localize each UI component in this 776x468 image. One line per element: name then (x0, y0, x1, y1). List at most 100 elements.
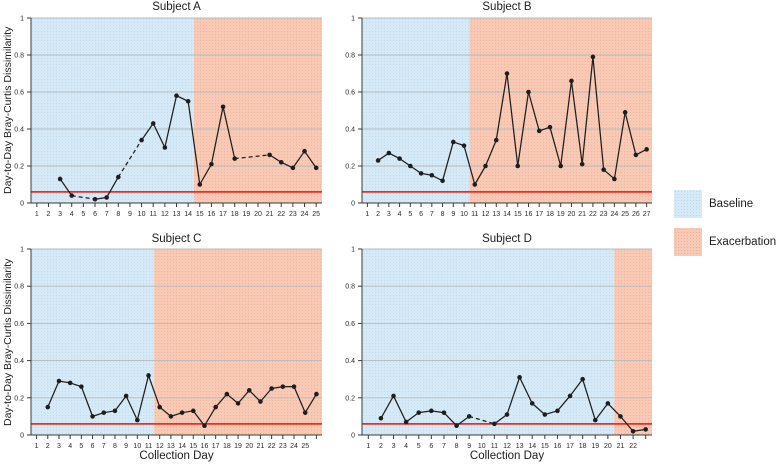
svg-text:9: 9 (128, 211, 132, 218)
svg-text:5: 5 (408, 211, 412, 218)
svg-text:2: 2 (46, 443, 50, 450)
svg-text:25: 25 (301, 443, 309, 450)
svg-text:14: 14 (503, 211, 511, 218)
svg-text:7: 7 (430, 211, 434, 218)
svg-text:1: 1 (351, 247, 355, 254)
svg-text:1: 1 (351, 16, 355, 23)
x-axis-title-left: Collection Day (139, 450, 214, 462)
svg-text:23: 23 (600, 211, 608, 218)
svg-text:14: 14 (178, 443, 186, 450)
svg-text:0: 0 (351, 433, 355, 440)
svg-text:18: 18 (546, 211, 554, 218)
baseline-swatch (674, 190, 702, 218)
svg-text:7: 7 (442, 443, 446, 450)
svg-text:15: 15 (189, 443, 197, 450)
plot-subject-a: 00.20.40.60.811 2 3 4 5 6 7 8 9 10 11 12 13 14 15 16 17 1… (14, 16, 322, 218)
svg-text:1: 1 (20, 247, 24, 254)
svg-text:9: 9 (124, 443, 128, 450)
svg-text:1: 1 (366, 443, 370, 450)
svg-text:10: 10 (138, 211, 146, 218)
svg-text:0: 0 (20, 201, 24, 208)
svg-text:12: 12 (156, 443, 164, 450)
svg-text:10: 10 (460, 211, 468, 218)
x-axis-title-right: Collection Day (469, 450, 545, 462)
svg-text:12: 12 (161, 211, 169, 218)
svg-text:10: 10 (478, 443, 486, 450)
panel-title-subject-c: Subject C (151, 233, 202, 245)
svg-text:25: 25 (621, 211, 629, 218)
svg-text:6: 6 (93, 211, 97, 218)
svg-text:4: 4 (404, 443, 408, 450)
svg-text:23: 23 (289, 211, 297, 218)
svg-text:1: 1 (35, 211, 39, 218)
svg-text:22: 22 (268, 443, 276, 450)
svg-text:6: 6 (91, 443, 95, 450)
svg-text:11: 11 (491, 443, 498, 450)
svg-text:22: 22 (277, 211, 285, 218)
svg-text:4: 4 (70, 211, 74, 218)
svg-text:1: 1 (365, 211, 369, 218)
svg-text:0: 0 (351, 201, 355, 208)
svg-text:7: 7 (102, 443, 106, 450)
plot-subject-c: 00.20.40.60.811 2 3 4 5 6 7 8 9 10 11 12 13 14 15 16 17 1… (14, 247, 322, 450)
svg-text:4: 4 (398, 211, 402, 218)
svg-text:19: 19 (557, 211, 565, 218)
svg-text:0.6: 0.6 (345, 321, 355, 328)
svg-text:16: 16 (525, 211, 533, 218)
svg-text:17: 17 (219, 211, 227, 218)
svg-text:0.8: 0.8 (14, 53, 24, 60)
svg-text:11: 11 (150, 211, 157, 218)
svg-text:24: 24 (611, 211, 619, 218)
svg-text:0.6: 0.6 (345, 90, 355, 97)
svg-text:0.6: 0.6 (14, 321, 24, 328)
svg-text:3: 3 (392, 443, 396, 450)
panel-title-subject-a: Subject A (152, 1, 201, 13)
svg-text:21: 21 (257, 443, 265, 450)
svg-text:12: 12 (503, 443, 511, 450)
svg-text:0.2: 0.2 (345, 164, 355, 171)
svg-text:19: 19 (242, 211, 250, 218)
svg-text:22: 22 (589, 211, 597, 218)
svg-text:8: 8 (441, 211, 445, 218)
svg-text:24: 24 (290, 443, 298, 450)
svg-text:13: 13 (167, 443, 175, 450)
legend-item-baseline: Baseline (674, 190, 753, 218)
panel-title-subject-b: Subject B (482, 1, 532, 13)
svg-text:16: 16 (208, 211, 216, 218)
svg-text:21: 21 (578, 211, 586, 218)
svg-text:11: 11 (145, 443, 152, 450)
svg-text:0.8: 0.8 (345, 53, 355, 60)
svg-text:8: 8 (113, 443, 117, 450)
legend-item-exacerbation: Exacerbation (674, 228, 776, 256)
svg-text:17: 17 (535, 211, 543, 218)
svg-text:20: 20 (604, 443, 612, 450)
svg-text:2: 2 (379, 443, 383, 450)
svg-text:11: 11 (471, 211, 478, 218)
svg-text:8: 8 (455, 443, 459, 450)
svg-text:15: 15 (541, 443, 549, 450)
svg-text:1: 1 (35, 443, 39, 450)
svg-text:13: 13 (516, 443, 524, 450)
svg-text:16: 16 (554, 443, 562, 450)
legend-label-exacerbation: Exacerbation (709, 236, 776, 248)
svg-text:14: 14 (184, 211, 192, 218)
svg-text:20: 20 (568, 211, 576, 218)
svg-text:14: 14 (528, 443, 536, 450)
svg-text:20: 20 (254, 211, 262, 218)
svg-text:0.2: 0.2 (14, 164, 24, 171)
svg-text:20: 20 (245, 443, 253, 450)
svg-text:17: 17 (212, 443, 220, 450)
svg-text:19: 19 (591, 443, 599, 450)
svg-text:13: 13 (173, 211, 181, 218)
svg-text:22: 22 (629, 443, 637, 450)
svg-text:24: 24 (301, 211, 309, 218)
svg-text:15: 15 (196, 211, 204, 218)
svg-text:9: 9 (467, 443, 471, 450)
plot-subject-b: 00.20.40.60.811 2 3 4 5 6 7 8 9 10 11 12 13 14 15 16 17 1… (345, 16, 652, 218)
exacerbation-swatch (674, 228, 702, 256)
svg-text:4: 4 (68, 443, 72, 450)
plot-subject-d: 00.20.40.60.811 2 3 4 5 6 7 8 9 10 11 12 13 14 15 16 17 1… (345, 247, 652, 450)
svg-text:6: 6 (419, 211, 423, 218)
svg-text:13: 13 (492, 211, 500, 218)
